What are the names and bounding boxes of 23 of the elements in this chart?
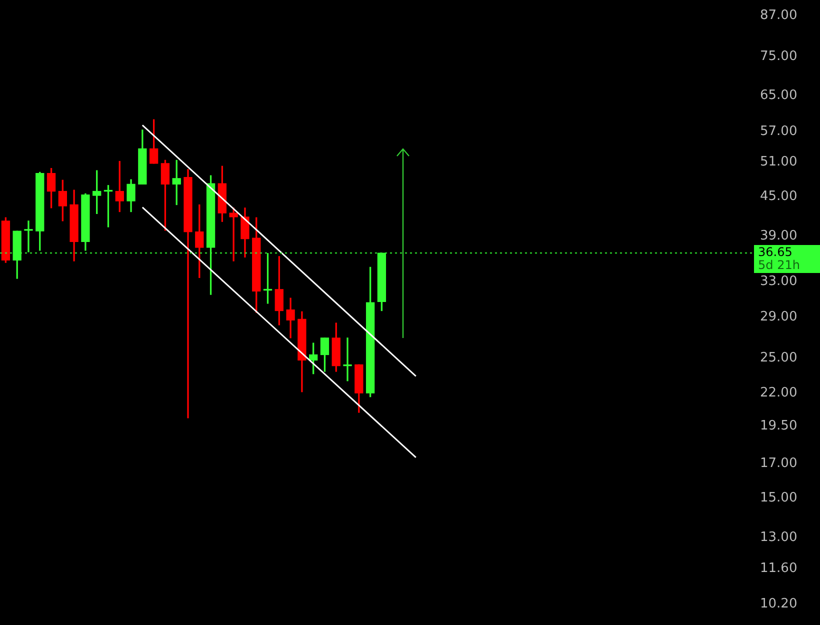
- y-tick-label: 17.00: [760, 456, 798, 472]
- y-tick-label: 22.00: [760, 385, 798, 400]
- candlestick: [24, 220, 33, 252]
- y-tick-label: 33.00: [760, 274, 798, 290]
- ref-line-label: 36.65: [758, 245, 792, 260]
- y-tick-label: 87.00: [760, 8, 798, 24]
- y-tick-label: 51.00: [760, 154, 798, 170]
- text: 5d 21h: [758, 258, 800, 272]
- candlestick: [229, 208, 238, 262]
- y-tick-label: 57.00: [760, 124, 798, 140]
- y-tick-label: 19.50: [760, 418, 798, 434]
- y-tick-label: 10.20: [760, 596, 798, 612]
- y-tick-label: 15.00: [760, 490, 798, 506]
- y-tick-label: 75.00: [760, 48, 798, 64]
- y-tick-label: 13.00: [760, 530, 798, 545]
- y-tick-label: 65.00: [760, 88, 798, 104]
- y-tick-label: 25.00: [760, 350, 798, 366]
- y-tick-label: 11.60: [760, 561, 798, 576]
- y-tick-label: 29.00: [760, 310, 798, 325]
- y-tick-label: 39.00: [760, 228, 798, 244]
- candlestick: [343, 338, 352, 382]
- y-tick-label: 45.00: [760, 189, 798, 204]
- candlestick: [184, 169, 192, 418]
